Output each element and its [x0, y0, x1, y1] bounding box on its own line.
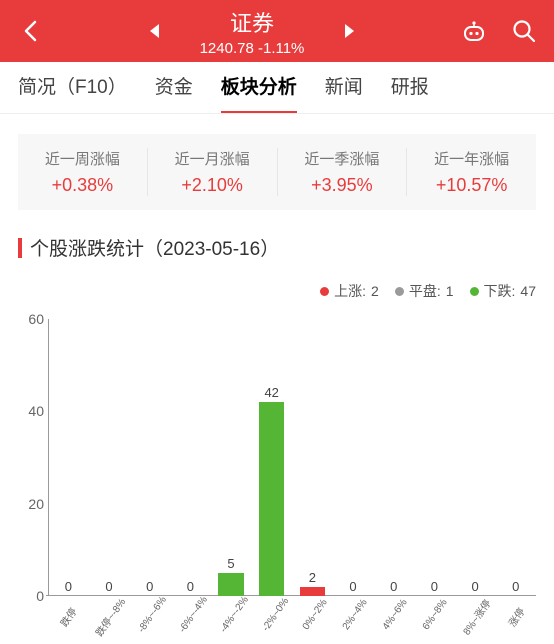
bar	[218, 573, 243, 596]
bar-slot: 0	[373, 319, 414, 596]
stat-week[interactable]: 近一周涨幅 +0.38%	[18, 148, 148, 196]
stat-value: +10.57%	[407, 175, 536, 196]
x-tick-label: 跌停	[48, 598, 88, 644]
y-tick: 20	[14, 496, 44, 512]
x-tick-label: -8%~-6%	[132, 598, 173, 644]
stat-label: 近一月涨幅	[148, 148, 277, 169]
x-tick-label: -2%~0%	[256, 598, 296, 644]
bar-slot: 0	[414, 319, 455, 596]
y-tick: 0	[14, 588, 44, 604]
legend-up-count: 2	[371, 283, 379, 299]
tab-news[interactable]: 新闻	[311, 62, 377, 114]
legend-flat-label: 平盘:	[409, 281, 441, 301]
period-stats: 近一周涨幅 +0.38% 近一月涨幅 +2.10% 近一季涨幅 +3.95% 近…	[18, 134, 536, 210]
app-header: 证券 1240.78 -1.11%	[0, 0, 554, 62]
stat-label: 近一季涨幅	[278, 148, 407, 169]
index-quote: 1240.78 -1.11%	[200, 40, 305, 57]
legend-down-label: 下跌:	[484, 281, 516, 301]
next-icon[interactable]	[334, 22, 366, 40]
legend-down-dot	[470, 287, 479, 296]
x-tick-label: 4%~6%	[376, 598, 416, 644]
x-tick-label: -6%~-4%	[173, 598, 214, 644]
bar-value-label: 42	[264, 385, 278, 400]
tab-capital[interactable]: 资金	[141, 62, 207, 114]
back-icon[interactable]	[14, 20, 46, 42]
legend-flat: 平盘: 1	[395, 281, 454, 301]
bar-slot: 0	[455, 319, 496, 596]
tab-profile[interactable]: 简况（F10）	[4, 62, 141, 114]
stat-value: +2.10%	[148, 175, 277, 196]
index-change: -1.11%	[258, 40, 304, 57]
bar-value-label: 0	[349, 579, 356, 594]
bar-slot: 0	[89, 319, 130, 596]
header-center: 证券 1240.78 -1.11%	[46, 6, 458, 57]
bar-slot: 0	[48, 319, 89, 596]
bar-value-label: 0	[105, 579, 112, 594]
bar-slot: 0	[495, 319, 536, 596]
bar-value-label: 5	[227, 556, 234, 571]
section-title-text: 个股涨跌统计（2023-05-16）	[30, 234, 279, 261]
bar-value-label: 0	[187, 579, 194, 594]
stat-label: 近一年涨幅	[407, 148, 536, 169]
bar-value-label: 0	[390, 579, 397, 594]
x-tick-label: 0%~2%	[296, 598, 336, 644]
prev-icon[interactable]	[138, 22, 170, 40]
bar-slot: 0	[333, 319, 374, 596]
tab-sector-analysis[interactable]: 板块分析	[207, 62, 311, 114]
chart-plot: 0 0 0 0 5 42 2 0 0 0 0 0	[48, 319, 536, 596]
bar-value-label: 0	[471, 579, 478, 594]
stat-year[interactable]: 近一年涨幅 +10.57%	[407, 148, 536, 196]
legend-flat-dot	[395, 287, 404, 296]
distribution-chart: 0204060 0000542200000 跌停跌停~-8%-8%~-6%-6%…	[14, 309, 540, 644]
legend-down-count: 47	[520, 283, 536, 299]
stat-value: +0.38%	[18, 175, 147, 196]
title-block: 证券 1240.78 -1.11%	[200, 6, 305, 57]
x-tick-label: 8%~涨停	[456, 598, 496, 644]
bars-container: 0 0 0 0 5 42 2 0 0 0 0 0	[48, 319, 536, 596]
bar-value-label: 0	[431, 579, 438, 594]
y-tick: 60	[14, 311, 44, 327]
bar-value-label: 2	[309, 570, 316, 585]
bar-slot: 2	[292, 319, 333, 596]
bar-slot: 0	[170, 319, 211, 596]
x-tick-label: 2%~4%	[336, 598, 376, 644]
tab-research[interactable]: 研报	[377, 62, 443, 114]
bar-value-label: 0	[512, 579, 519, 594]
stat-label: 近一周涨幅	[18, 148, 147, 169]
bar-value-label: 0	[146, 579, 153, 594]
bar-value-label: 0	[65, 579, 72, 594]
page-title: 证券	[200, 6, 305, 38]
x-labels: 跌停跌停~-8%-8%~-6%-6%~-4%-4%~-2%-2%~0%0%~2%…	[48, 598, 536, 644]
legend-down: 下跌: 47	[470, 281, 536, 301]
bar	[300, 587, 325, 596]
bar-slot: 0	[129, 319, 170, 596]
section-title: 个股涨跌统计（2023-05-16）	[18, 234, 536, 261]
stat-value: +3.95%	[278, 175, 407, 196]
x-tick-label: 涨停	[496, 598, 536, 644]
bar-slot: 5	[211, 319, 252, 596]
bar	[259, 402, 284, 596]
legend-flat-count: 1	[446, 283, 454, 299]
stat-month[interactable]: 近一月涨幅 +2.10%	[148, 148, 278, 196]
legend-up: 上涨: 2	[320, 281, 379, 301]
bar-slot: 42	[251, 319, 292, 596]
x-tick-label: -4%~-2%	[214, 598, 255, 644]
stat-quarter[interactable]: 近一季涨幅 +3.95%	[278, 148, 408, 196]
search-icon[interactable]	[508, 19, 540, 43]
header-actions	[458, 19, 540, 43]
x-tick-label: 6%~8%	[416, 598, 456, 644]
y-tick: 40	[14, 403, 44, 419]
chart-legend: 上涨: 2 平盘: 1 下跌: 47	[0, 281, 536, 301]
x-tick-label: 跌停~-8%	[88, 598, 132, 644]
legend-up-label: 上涨:	[334, 281, 366, 301]
legend-up-dot	[320, 287, 329, 296]
tab-bar: 简况（F10） 资金 板块分析 新闻 研报	[0, 62, 554, 114]
index-value: 1240.78	[200, 40, 254, 57]
robot-icon[interactable]	[458, 19, 490, 43]
